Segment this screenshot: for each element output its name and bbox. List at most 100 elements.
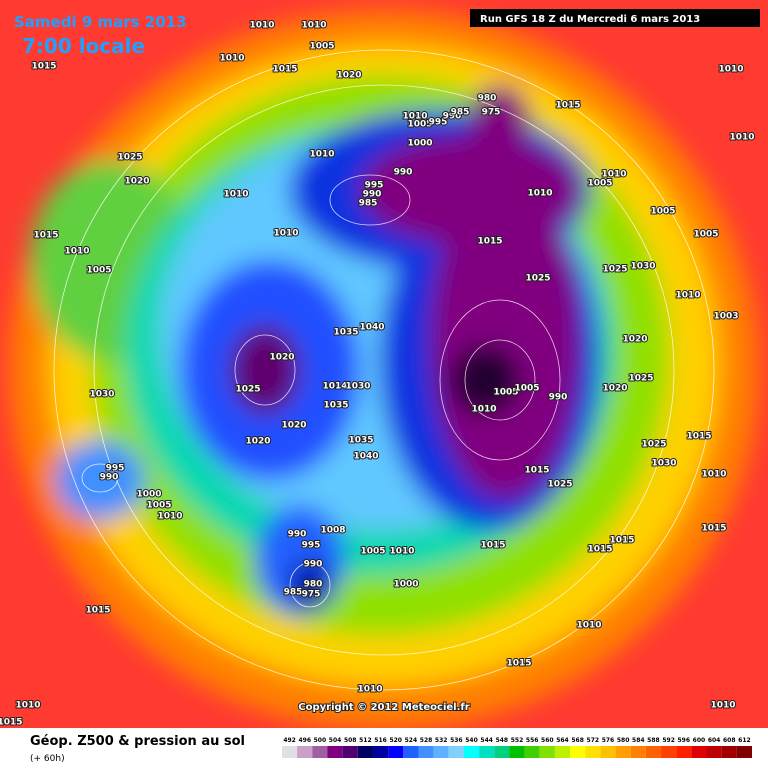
legend-swatch <box>691 746 707 758</box>
pressure-label: 1030 <box>345 382 370 392</box>
pressure-label: 1020 <box>269 353 294 363</box>
legend-label: 576 <box>602 737 615 744</box>
pressure-label: 1014 <box>322 382 347 392</box>
legend-swatch <box>615 746 631 758</box>
pressure-label: 1010 <box>357 685 382 695</box>
pressure-label: 1005 <box>309 42 334 52</box>
pressure-label: 1035 <box>323 401 348 411</box>
legend-swatch <box>736 746 752 758</box>
legend-label: 512 <box>359 737 372 744</box>
pressure-label: 1020 <box>602 384 627 394</box>
run: Run GFS 18 Z du Mercredi 6 mars 2013 <box>480 14 700 25</box>
pressure-label: 1015 <box>31 62 56 72</box>
pressure-label: 1005 <box>86 266 111 276</box>
legend-swatch <box>630 746 646 758</box>
pressure-label: 1010 <box>301 21 326 31</box>
pressure-label: 1010 <box>718 65 743 75</box>
legend-swatch <box>327 746 343 758</box>
legend-swatch <box>721 746 737 758</box>
legend-label: 608 <box>723 737 736 744</box>
pressure-label: 995 <box>302 541 321 551</box>
pressure-label: 1010 <box>710 701 735 711</box>
pressure-label: 1005 <box>146 501 171 511</box>
pressure-label: 1010 <box>309 150 334 160</box>
legend-label: 560 <box>541 737 554 744</box>
legend-label: 604 <box>708 737 721 744</box>
pressure-label: 1035 <box>333 328 358 338</box>
date: Samedi 9 mars 2013 <box>14 13 187 31</box>
pressure-label: 1015 <box>686 432 711 442</box>
pressure-label: 1025 <box>641 440 666 450</box>
pressure-label: 1010 <box>527 189 552 199</box>
legend: 492 496 500 504 508 512 516 520 524 528 532 536 540 5… <box>282 737 752 758</box>
legend-swatch <box>357 746 373 758</box>
pressure-label: 1020 <box>336 71 361 81</box>
legend-swatch <box>600 746 616 758</box>
pressure-label: 1005 <box>650 207 675 217</box>
pressure-label: 1010 <box>402 112 427 122</box>
legend-label: 556 <box>526 737 539 744</box>
pressure-label: 1025 <box>525 274 550 284</box>
pressure-label: 985 <box>284 588 303 598</box>
pressure-label: 1005 <box>360 547 385 557</box>
pressure-label: 1000 <box>407 139 432 149</box>
pressure-label: 1015 <box>0 718 23 728</box>
pressure-label: 995 <box>106 464 125 474</box>
pressure-label: 1015 <box>85 606 110 616</box>
legend-label: 492 <box>283 737 296 744</box>
legend-label: 524 <box>405 737 418 744</box>
pressure-label: 1010 <box>219 54 244 64</box>
pressure-label: 990 <box>394 168 413 178</box>
pressure-label: 1015 <box>609 536 634 546</box>
pressure-label: 1025 <box>547 480 572 490</box>
legend-swatch <box>676 746 692 758</box>
pressure-label: 1015 <box>587 545 612 555</box>
pressure-label: 1010 <box>249 21 274 31</box>
pressure-label: 1030 <box>651 459 676 469</box>
legend-label: 516 <box>374 737 387 744</box>
legend-label: 584 <box>632 737 645 744</box>
legend-swatch <box>539 746 555 758</box>
legend-swatch <box>479 746 495 758</box>
pressure-label: 1005 <box>493 388 518 398</box>
pressure-label: 1010 <box>576 621 601 631</box>
pressure-label: 1015 <box>272 65 297 75</box>
pressure-label: 1020 <box>124 177 149 187</box>
pressure-label: 1040 <box>359 323 384 333</box>
legend-label: 528 <box>420 737 433 744</box>
pressure-label: 1005 <box>693 230 718 240</box>
legend-label: 572 <box>587 737 600 744</box>
pressure-label: 1005 <box>514 384 539 394</box>
legend-label: 552 <box>511 737 524 744</box>
pressure-label: 1010 <box>675 291 700 301</box>
pressure-label: 990 <box>363 190 382 200</box>
pressure-label: 1000 <box>393 580 418 590</box>
legend-label: 612 <box>738 737 751 744</box>
legend-swatch <box>403 746 419 758</box>
legend-label: 600 <box>693 737 706 744</box>
pressure-label: 1003 <box>713 312 738 322</box>
legend-swatch <box>554 746 571 758</box>
legend-swatch <box>388 746 404 758</box>
pressure-label: 1025 <box>235 385 260 395</box>
pressure-label: 1035 <box>348 436 373 446</box>
pressure-label: 1010 <box>601 170 626 180</box>
pressure-label: 1015 <box>506 659 531 669</box>
legend-swatch <box>585 746 601 758</box>
legend-swatch <box>661 746 677 758</box>
pressure-label: 990 <box>443 112 462 122</box>
run-box <box>470 9 760 27</box>
pressure-label: 1020 <box>245 437 270 447</box>
legend-swatch <box>297 746 313 758</box>
legend-label: 592 <box>662 737 675 744</box>
legend-swatch <box>706 746 722 758</box>
legend-swatch <box>312 746 328 758</box>
legend-swatch <box>418 746 434 758</box>
legend-label: 520 <box>389 737 402 744</box>
legend-swatch <box>342 746 358 758</box>
pressure-label: 1010 <box>471 405 496 415</box>
pressure-label: 1025 <box>628 374 653 384</box>
legend-label: 496 <box>298 737 311 744</box>
legend-label: 508 <box>344 737 357 744</box>
